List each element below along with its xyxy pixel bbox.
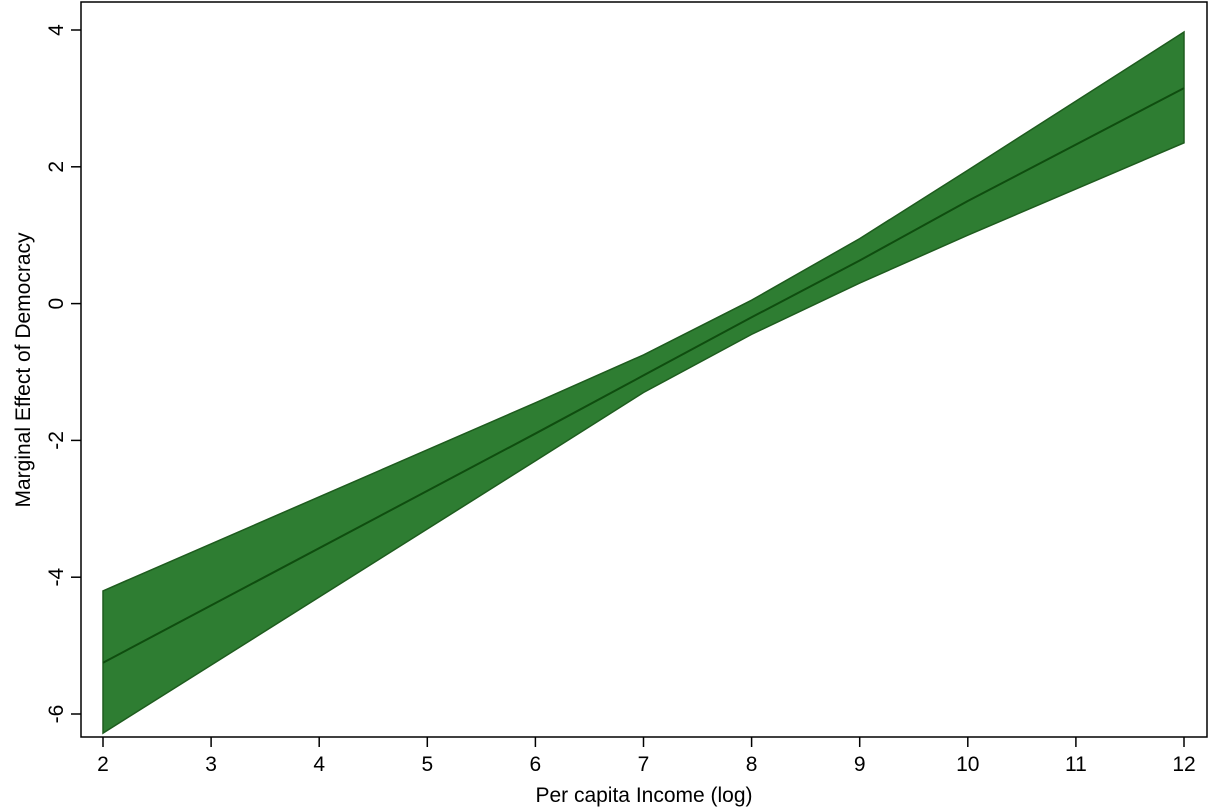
y-tick-label: -4 <box>45 568 68 587</box>
y-axis-title: Marginal Effect of Democracy <box>12 232 35 508</box>
x-tick-label: 3 <box>205 753 217 776</box>
confidence-band <box>102 30 1185 735</box>
x-tick-label: 12 <box>1172 753 1195 776</box>
plot-area <box>102 30 1185 735</box>
x-axis-title: Per capita Income (log) <box>535 784 752 807</box>
y-tick-label: 2 <box>45 161 68 173</box>
x-tick-label: 10 <box>956 753 979 776</box>
estimate-line <box>102 87 1185 664</box>
x-tick-label: 5 <box>421 753 433 776</box>
y-tick-label: 0 <box>45 298 68 310</box>
y-tick-label: -2 <box>45 431 68 450</box>
x-tick-label: 9 <box>854 753 866 776</box>
x-axis: 2 3 4 5 6 7 8 9 10 11 12 <box>97 737 1196 776</box>
x-tick-label: 8 <box>746 753 758 776</box>
x-tick-label: 4 <box>313 753 325 776</box>
x-tick-label: 6 <box>530 753 542 776</box>
x-tick-label: 2 <box>97 753 109 776</box>
y-tick-label: -6 <box>45 705 68 724</box>
x-tick-label: 11 <box>1065 753 1087 776</box>
y-axis: -6 -4 -2 0 2 4 <box>45 24 81 724</box>
y-tick-label: 4 <box>45 24 68 36</box>
x-tick-label: 7 <box>638 753 650 776</box>
